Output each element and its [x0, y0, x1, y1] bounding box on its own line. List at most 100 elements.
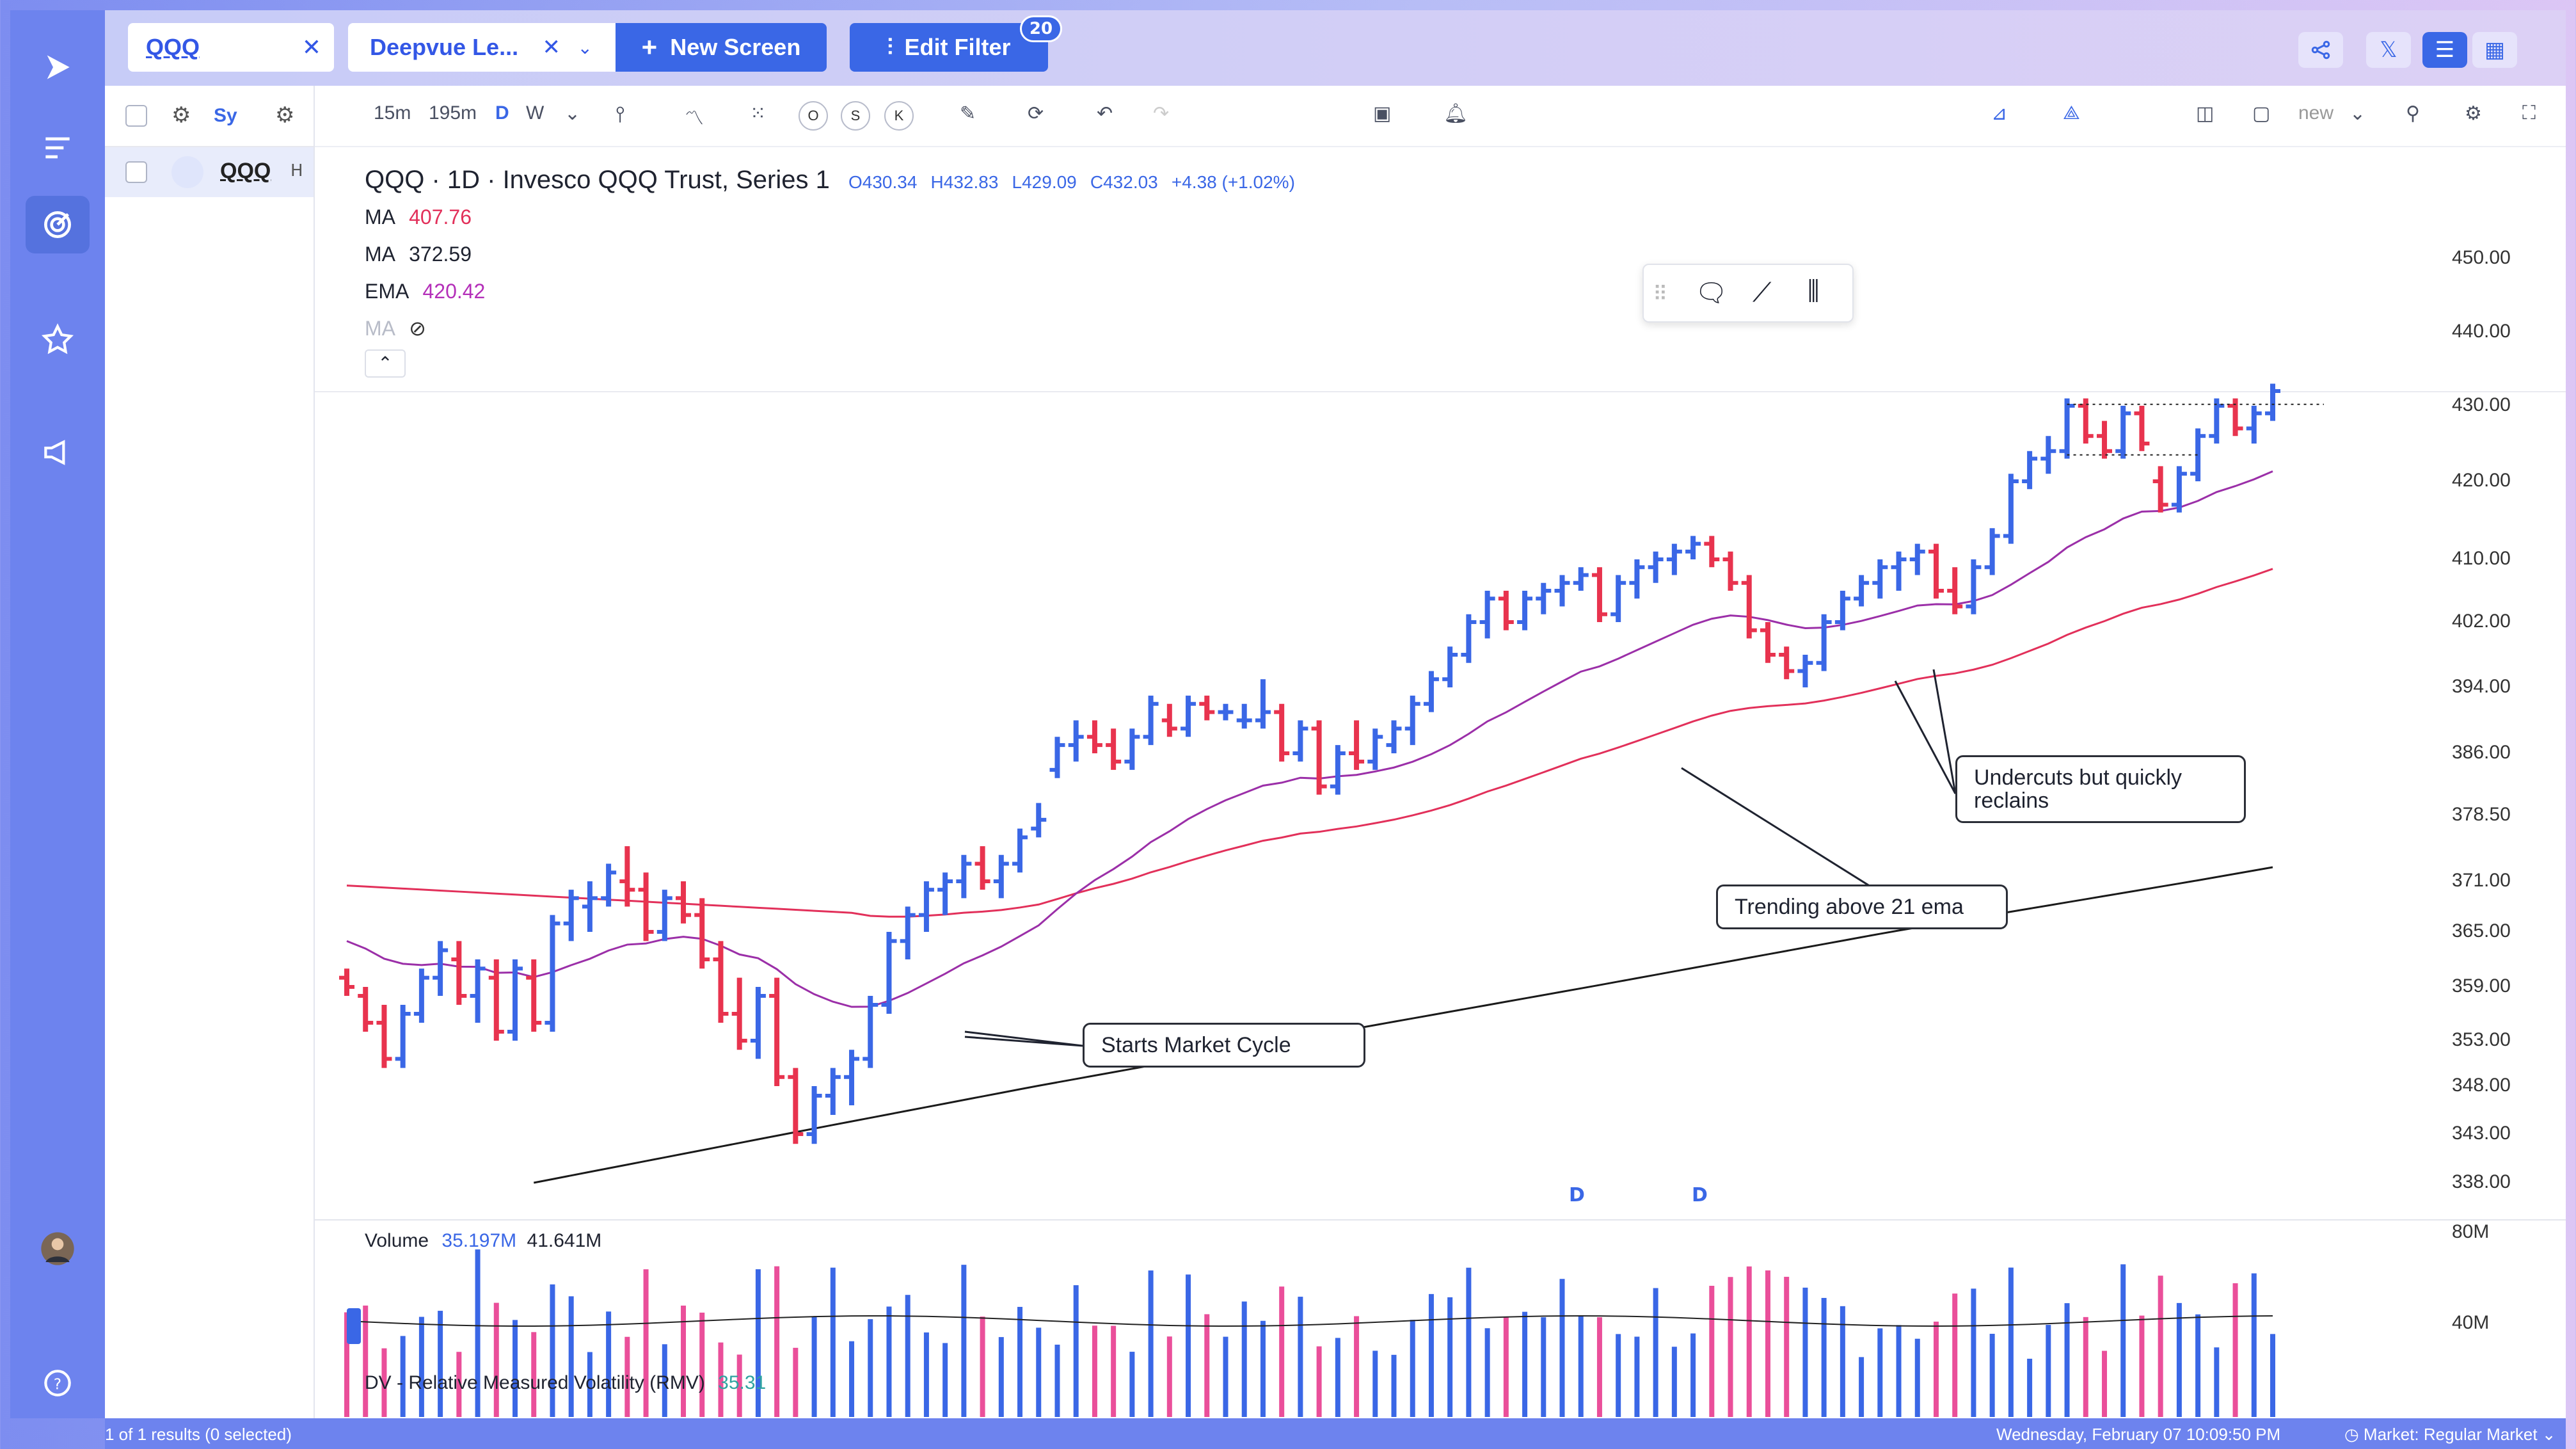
ohlc-bar [2115, 406, 2131, 459]
redo-icon[interactable]: ↷ [1153, 103, 1170, 124]
volume-bar [2214, 1347, 2220, 1417]
chart-settings-icon[interactable]: ⚙ [2465, 103, 2482, 124]
ohlc-bar [1012, 828, 1028, 873]
ohlc-bar [1947, 567, 1963, 614]
market-status[interactable]: ◷ Market: Regular Market ⌄ [2344, 1425, 2556, 1444]
circle-button-k[interactable]: K [884, 101, 914, 131]
filter-sliders-icon: ⫶ [887, 33, 893, 60]
legend-ma1-row[interactable]: MA 407.76 [365, 198, 1295, 236]
new-screen-button[interactable]: + New Screen [616, 23, 827, 72]
status-datetime: Wednesday, February 07 10:09:50 PM [1996, 1425, 2281, 1444]
ohlc-bar [2152, 466, 2168, 513]
ohlc-bar [1573, 567, 1589, 591]
event-marker-d[interactable]: D [1692, 1184, 1708, 1206]
list-view-icon[interactable]: ☰ [2422, 32, 2467, 68]
layout-icon[interactable]: ◫ [2196, 103, 2214, 124]
x-social-icon[interactable]: 𝕏 [2366, 32, 2411, 68]
ohlc-bar [881, 932, 897, 1014]
ohlc-bar [694, 898, 710, 969]
legend-ma-hidden-row[interactable]: MA ⊘ [365, 310, 1295, 347]
settings-gear-icon[interactable]: ⚙ [171, 102, 191, 128]
drag-handle-icon[interactable]: ⠿ [1653, 282, 1668, 306]
legend-ema-value: 420.42 [422, 280, 486, 303]
qqq-logo-icon [171, 156, 203, 188]
price-axis-label: 371.00 [2452, 870, 2511, 891]
annotation-undercuts[interactable]: Undercuts but quickly reclains [1955, 755, 2246, 823]
interval-w[interactable]: W [526, 102, 545, 124]
ohlc-bar [2190, 428, 2206, 481]
comment-icon[interactable]: 🗨︎ [1695, 278, 1728, 308]
interval-195m[interactable]: 195m [429, 102, 477, 124]
volume-bar [961, 1265, 967, 1417]
ohlc-bar [507, 959, 523, 1041]
ohlc-bar [937, 872, 953, 915]
templates-icon[interactable]: ⁙ [750, 103, 767, 124]
share-icon[interactable] [2298, 32, 2343, 68]
star-icon[interactable] [10, 311, 105, 369]
symbol-search-input[interactable]: QQQ ✕ [128, 23, 334, 72]
circle-button-s[interactable]: S [841, 101, 870, 131]
clear-search-icon[interactable]: ✕ [301, 34, 321, 61]
ohlc-bar [413, 968, 429, 1023]
screen-tab[interactable]: Deepvue Le... ✕ ⌄ [348, 23, 616, 72]
logo-icon[interactable] [10, 38, 105, 96]
ohlc-bar [1536, 582, 1552, 614]
zoom-search-icon[interactable]: ⚲ [2406, 103, 2420, 124]
ohlc-bar [1031, 803, 1047, 838]
ohlc-bar [2003, 474, 2019, 544]
eraser-icon[interactable]: ✎ [960, 103, 976, 124]
column-settings-icon[interactable]: ⚙ [275, 102, 295, 128]
eye-hidden-icon[interactable]: ⊘ [409, 317, 426, 340]
bars-pattern-icon[interactable]: ⫼ [1808, 276, 1820, 306]
ohlc-bar [2096, 420, 2112, 459]
volume-bar [1690, 1333, 1696, 1417]
alert-bell-icon[interactable]: 🔔︎ [1443, 103, 1468, 124]
undo-icon[interactable]: ↶ [1097, 103, 1113, 124]
fullscreen-icon[interactable]: ⛶ [2522, 102, 2536, 124]
megaphone-icon[interactable] [10, 424, 105, 481]
volume-bar [1709, 1286, 1715, 1417]
volume-bar [774, 1266, 780, 1417]
ohlc-bar [1161, 703, 1177, 737]
edit-filter-button[interactable]: ⫶ Edit Filter [850, 23, 1048, 72]
interval-15m[interactable]: 15m [374, 102, 411, 124]
refresh-icon[interactable]: ⟳ [1028, 103, 1044, 124]
legend-ema-row[interactable]: EMA 420.42 [365, 273, 1295, 310]
menu-icon[interactable] [10, 119, 105, 177]
annotation-starts-market-cycle[interactable]: Starts Market Cycle [1083, 1023, 1365, 1068]
indicators-icon[interactable]: 〽 [685, 108, 704, 129]
radar-icon[interactable] [26, 196, 90, 253]
legend-ma2-row[interactable]: MA 372.59 [365, 236, 1295, 273]
help-icon[interactable]: ? [10, 1354, 105, 1412]
circle-button-o[interactable]: O [799, 101, 828, 131]
calendar-icon[interactable]: ▣ [1373, 103, 1392, 124]
bar-type-icon[interactable]: ⫯ [616, 102, 625, 127]
interval-d[interactable]: D [495, 102, 509, 124]
trend-line-icon[interactable]: ⟋ [1753, 276, 1772, 308]
close-tab-icon[interactable]: ✕ [542, 35, 561, 60]
interval-dropdown-icon[interactable]: ⌄ [564, 103, 581, 124]
collapse-legend-button[interactable]: ⌃ [365, 349, 406, 378]
select-all-checkbox[interactable] [125, 105, 147, 127]
compare-icon[interactable]: ⟁ [2063, 102, 2080, 124]
annotation-trending-above-ema[interactable]: Trending above 21 ema [1716, 885, 2008, 929]
volume-bar [1036, 1327, 1042, 1417]
folder-icon[interactable]: ▢ [2252, 103, 2271, 124]
layout-name[interactable]: new [2298, 102, 2334, 124]
screen-tab-label: Deepvue Le... [370, 34, 519, 60]
chevron-down-icon[interactable]: ⌄ [577, 36, 592, 58]
event-marker-d[interactable]: D [1569, 1184, 1585, 1206]
layout-dropdown-icon[interactable]: ⌄ [2349, 103, 2366, 124]
volume-bar [1372, 1350, 1378, 1417]
avatar[interactable] [10, 1220, 105, 1277]
chart-style-icon[interactable]: ⊿ [1991, 103, 2008, 124]
symbol-column-header[interactable]: Sy [214, 105, 237, 126]
legend-symbol-row: QQQ · 1D · Invesco QQQ Trust, Series 1 O… [365, 161, 1295, 198]
volume-bar [811, 1317, 817, 1417]
row-checkbox[interactable] [125, 161, 147, 183]
watchlist-row[interactable]: QQQ H [105, 147, 314, 197]
grid-view-icon[interactable]: ▦ [2472, 32, 2517, 68]
rmv-legend[interactable]: DV - Relative Measured Volatility (RMV) … [365, 1372, 766, 1394]
volume-pane-handle[interactable] [347, 1308, 361, 1344]
volume-legend[interactable]: Volume 35.197M 41.641M [365, 1230, 601, 1252]
